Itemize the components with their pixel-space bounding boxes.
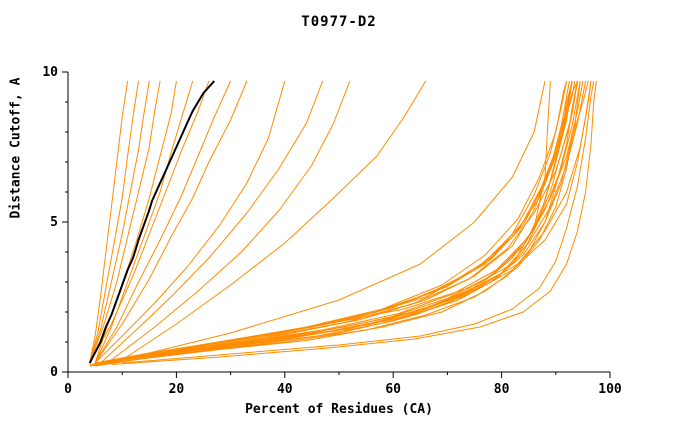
series-line-model-31 bbox=[94, 80, 286, 364]
series-line-model-25 bbox=[89, 80, 161, 364]
series-line-model-33 bbox=[111, 80, 351, 361]
series-line-model-26 bbox=[94, 80, 177, 364]
y-tick-label: 5 bbox=[50, 215, 58, 230]
series-line-model-35 bbox=[132, 80, 546, 358]
series-line-model-30 bbox=[94, 80, 248, 364]
plot-title: T0977-D2 bbox=[301, 14, 377, 30]
series-line-model-16 bbox=[100, 80, 578, 364]
series-line-model-18 bbox=[100, 80, 592, 364]
series-line-model-20 bbox=[122, 80, 595, 364]
series-line-model-36 bbox=[122, 80, 551, 361]
series-line-model-13 bbox=[111, 80, 578, 362]
x-tick-label: 0 bbox=[64, 382, 72, 397]
x-tick-label: 40 bbox=[277, 382, 293, 397]
series-line-model-09 bbox=[100, 80, 584, 364]
series-line-model-19 bbox=[105, 80, 592, 364]
x-tick-label: 20 bbox=[169, 382, 185, 397]
series-line-model-02 bbox=[95, 80, 581, 367]
x-tick-label: 100 bbox=[598, 382, 622, 397]
x-tick-label: 80 bbox=[494, 382, 510, 397]
y-tick-label: 10 bbox=[42, 65, 58, 80]
series-line-model-28 bbox=[89, 80, 210, 364]
series-line-model-21 bbox=[111, 80, 597, 365]
y-tick-label: 0 bbox=[50, 365, 58, 380]
x-axis-label: Percent of Residues (CA) bbox=[245, 402, 433, 417]
series-line-model-32 bbox=[100, 80, 324, 364]
series-line-model-22 bbox=[89, 80, 129, 364]
series-line-model-23 bbox=[89, 80, 139, 364]
series-line-model-34 bbox=[121, 80, 427, 361]
series-line-model-07 bbox=[105, 80, 587, 364]
series-line-model-24 bbox=[89, 80, 150, 364]
series-line-model-29 bbox=[94, 80, 232, 364]
series-line-model-27 bbox=[94, 80, 194, 364]
x-tick-label: 60 bbox=[385, 382, 401, 397]
series-line-reference bbox=[88, 80, 216, 364]
